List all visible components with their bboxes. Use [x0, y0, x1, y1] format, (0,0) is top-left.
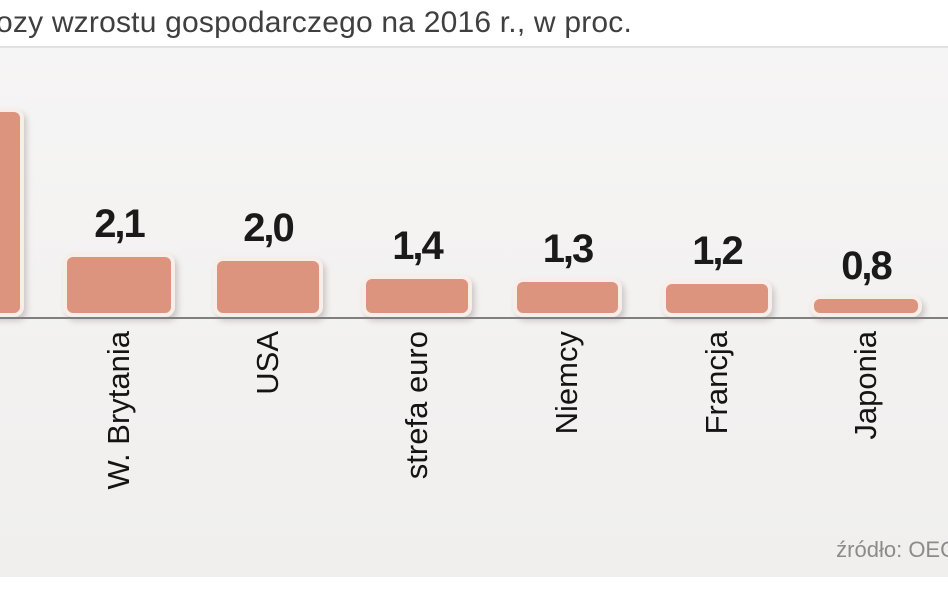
axis-label-uk: W. Brytania [101, 331, 136, 490]
bar-value-label: 0,8 [841, 244, 893, 288]
bar-value-label: 1,2 [692, 229, 744, 273]
bar-partial-left [0, 108, 24, 317]
x-axis-line [0, 317, 948, 319]
bar-eurozone [362, 275, 472, 317]
bar-france [662, 280, 772, 317]
bar-value-label: 1,3 [542, 227, 595, 271]
axis-label-germany: Niemcy [549, 331, 584, 435]
bar-germany [513, 278, 622, 317]
axis-label-france: Francja [699, 331, 734, 435]
bar-usa [213, 257, 323, 317]
source-credit: źródło: OEC [836, 537, 948, 562]
axis-label-japan: Japonia [848, 331, 883, 440]
axis-label-eurozone: strefa euro [399, 331, 434, 480]
chart-title: ozy wzrostu gospodarczego na 2016 r., w … [0, 6, 633, 39]
bar-value-label: 2,0 [243, 206, 295, 250]
bar-value-label: 2,1 [94, 202, 146, 246]
bar-uk [63, 253, 175, 317]
bar-value-label: 1,4 [392, 224, 444, 268]
bar-japan [810, 295, 922, 317]
axis-label-usa: USA [250, 331, 285, 395]
